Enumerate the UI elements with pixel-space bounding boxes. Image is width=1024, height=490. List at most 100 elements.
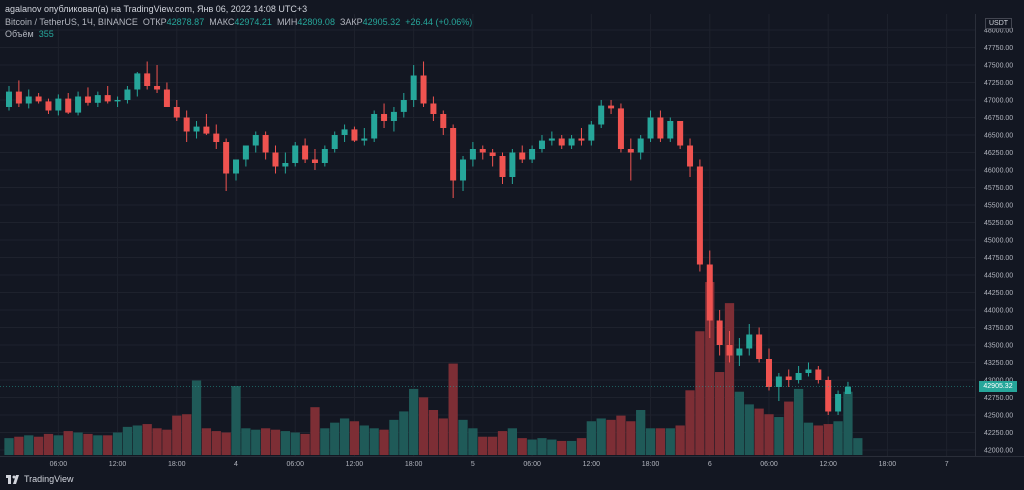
volume-bar [576, 438, 587, 455]
volume-bar [517, 438, 527, 455]
candle-body [381, 114, 388, 121]
candle-body [252, 135, 259, 146]
volume-bar [537, 438, 547, 455]
candle-body [173, 107, 180, 118]
volume-bar [823, 424, 833, 455]
volume-bar [606, 419, 616, 455]
volume-bar [241, 428, 251, 455]
volume-bar [280, 431, 290, 455]
candle-body [637, 138, 644, 153]
price-tick-label: 47500.00 [984, 63, 1013, 70]
candle-body [213, 133, 220, 142]
candle-body [321, 149, 328, 163]
last-price-tag: 42905.32 [979, 381, 1017, 393]
price-tick-label: 42250.00 [984, 430, 1013, 437]
volume-bar [53, 435, 63, 455]
volume-bar [399, 411, 409, 455]
currency-label[interactable]: USDT [985, 18, 1013, 29]
volume-bar [330, 422, 340, 455]
volume-bar [369, 428, 379, 455]
candle-body [588, 124, 595, 141]
candle-body [775, 376, 782, 387]
tradingview-logo-icon [6, 474, 19, 484]
footer-brand[interactable]: TradingView [6, 474, 74, 484]
legend-ohlc: Bitcoin / TetherUS, 1Ч, BINANCE ОТКР4287… [5, 17, 472, 27]
time-tick-label: 18:00 [642, 461, 660, 468]
volume-bar [507, 428, 518, 455]
volume-bar [221, 432, 231, 455]
candle-body [65, 98, 72, 113]
candle-body [795, 373, 802, 380]
candle-body [410, 75, 417, 100]
price-axis[interactable]: 42000.00 42250.00 42500.00 42750.00 43000.00… [984, 28, 1013, 455]
candle-body [35, 96, 42, 102]
candle-body [460, 159, 467, 181]
candle-body [242, 145, 249, 160]
candle-body [440, 114, 447, 128]
symbol-name[interactable]: Bitcoin / TetherUS, 1Ч, BINANCE [5, 17, 138, 27]
candle-body [361, 138, 368, 141]
volume-bar [487, 436, 498, 455]
time-tick-label: 12:00 [109, 461, 127, 468]
candle-body [558, 138, 565, 146]
candle-body [578, 138, 585, 141]
price-tick-label: 44750.00 [984, 255, 1013, 262]
close-label: ЗАКР [339, 17, 363, 27]
low-value: 42809.08 [297, 17, 335, 27]
volume-bar [438, 418, 448, 455]
volume-bar [122, 426, 133, 455]
volume-bar [784, 401, 794, 455]
price-tick-label: 46000.00 [984, 168, 1013, 175]
price-tick-label: 46500.00 [984, 133, 1013, 140]
low-label: МИН [276, 17, 298, 27]
time-tick-label: 18:00 [405, 461, 423, 468]
price-tick-label: 46250.00 [984, 150, 1013, 157]
candle-body [756, 334, 763, 359]
candle-body [75, 96, 82, 113]
price-tick-label: 42750.00 [984, 395, 1013, 402]
volume-bar [251, 429, 261, 455]
volume-bar [339, 418, 350, 455]
candle-body [351, 129, 358, 141]
volume-bar [201, 428, 212, 455]
time-tick-label: 12:00 [583, 461, 601, 468]
candle-body [627, 149, 634, 153]
publisher-line: agalanov опубликовал(а) на TradingView.c… [5, 4, 308, 14]
time-tick-label: 06:00 [286, 461, 304, 468]
candle-body [25, 96, 32, 104]
volume-bar [675, 425, 685, 455]
brand-name: TradingView [24, 474, 74, 484]
candle-body [55, 98, 62, 111]
price-tick-label: 43500.00 [984, 343, 1013, 350]
volume-bar [73, 432, 83, 455]
volume-bar [527, 439, 537, 455]
volume-bar [310, 407, 320, 455]
price-tick-label: 44250.00 [984, 290, 1013, 297]
price-tick-label: 43250.00 [984, 360, 1013, 367]
time-tick-label: 06:00 [760, 461, 778, 468]
price-tick-label: 47000.00 [984, 98, 1013, 105]
candle-body [479, 149, 486, 153]
candle-body [825, 380, 832, 412]
volume-bar [853, 438, 863, 455]
candle-body [765, 359, 772, 387]
candle-body [815, 369, 822, 380]
volume-bar [24, 435, 34, 455]
candle-body [687, 145, 694, 167]
open-value: 42878.87 [166, 17, 205, 27]
volume-bar [191, 380, 202, 455]
candle-body [371, 114, 378, 139]
price-tick-label: 45500.00 [984, 203, 1013, 210]
candle-body [835, 394, 842, 412]
candle-body [726, 345, 733, 356]
volume-bar [715, 372, 725, 455]
volume-bar [734, 391, 745, 455]
volume-bar [320, 428, 330, 455]
candle-body [223, 142, 230, 174]
volume-label[interactable]: Объём [5, 29, 34, 39]
time-axis[interactable]: 06:00 12:00 18:00 4 06:00 12:00 18:00 5 06:00 12:… [50, 461, 949, 468]
candle-body [450, 128, 457, 181]
candle-body [311, 159, 318, 163]
candle-body [785, 376, 792, 380]
